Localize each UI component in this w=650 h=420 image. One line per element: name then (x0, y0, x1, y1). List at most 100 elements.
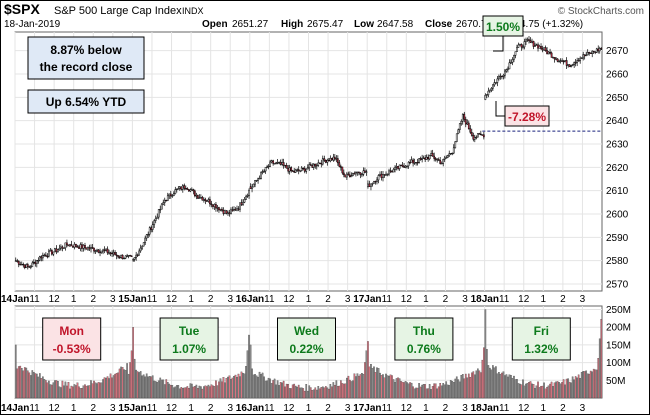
x-tick-label: 3 (345, 294, 351, 305)
candle-body (239, 202, 241, 210)
candle-body (124, 255, 127, 259)
volume-bar (99, 382, 101, 399)
volume-bar (478, 370, 481, 399)
candle-body (336, 158, 339, 164)
candle-body (333, 156, 336, 160)
candle-body (213, 204, 216, 207)
candle-body (367, 183, 369, 187)
volume-bar (367, 341, 369, 399)
volume-bar (525, 383, 527, 399)
volume-bar (430, 389, 432, 399)
candle-body (335, 158, 338, 160)
candle-body (517, 44, 520, 48)
candle-body (20, 263, 23, 266)
volume-bar (109, 373, 112, 399)
candle-body (412, 159, 414, 164)
candle-body (248, 189, 250, 196)
candle-body (288, 167, 291, 172)
gain-pointer (493, 36, 504, 52)
volume-bar (112, 375, 115, 399)
candle-body (583, 54, 586, 57)
volume-bar (335, 380, 338, 399)
volume-bar (355, 376, 357, 399)
candle-body (556, 58, 559, 62)
volume-bar (228, 375, 231, 399)
candle-body (528, 39, 530, 41)
candle-body (379, 173, 381, 176)
volume-bar (252, 374, 255, 399)
volume-bar (535, 385, 538, 399)
volume-bar (106, 376, 109, 399)
candle-body (117, 255, 119, 258)
volume-bar (57, 381, 59, 399)
volume-bar (553, 382, 556, 399)
candle-body (60, 246, 62, 249)
volume-bar (486, 349, 488, 399)
volume-bar (347, 375, 350, 399)
volume-bar (358, 375, 360, 399)
candle-body (409, 161, 411, 164)
candle-body (73, 243, 76, 248)
volume-bar (276, 380, 279, 399)
volume-bar (359, 374, 362, 399)
volume-bar (576, 377, 578, 399)
volume-bar (582, 371, 585, 399)
candle-body (457, 129, 460, 135)
candle-body (451, 152, 454, 155)
ytd-box (27, 89, 145, 114)
volume-bar (239, 376, 241, 399)
volume-bar (246, 350, 249, 399)
volume-bar (466, 377, 469, 399)
volume-bar (594, 369, 597, 399)
volume-bar (532, 384, 535, 399)
candle-body (567, 64, 569, 66)
candle-body (359, 172, 362, 175)
volume-bar (91, 383, 94, 399)
x-tick-label: 1 (423, 294, 429, 305)
volume-bar (189, 383, 192, 399)
candle-body (600, 48, 603, 50)
price-tick-label: 2600 (606, 210, 629, 221)
price-tick-label: 2620 (606, 163, 629, 174)
candle-body (252, 183, 255, 188)
volume-bar (534, 388, 536, 399)
x-tick-label: 12 (401, 294, 413, 305)
volume-bar (400, 381, 402, 399)
x-tick-label: 2 (90, 403, 96, 414)
day-change: 0.22% (289, 342, 323, 356)
price-tick-label: 2670 (606, 46, 629, 57)
volume-bar (549, 383, 551, 399)
volume-bar (467, 373, 470, 399)
candle-body (227, 212, 229, 214)
candle-body (558, 60, 560, 63)
candle-body (576, 60, 579, 63)
candle-body (534, 45, 536, 47)
price-tick-label: 2630 (606, 140, 629, 151)
candle-body (403, 166, 405, 168)
volume-bar (591, 371, 594, 399)
volume-bar (502, 371, 505, 399)
volume-bar (404, 381, 407, 399)
day-box (42, 317, 102, 361)
candle-body (37, 259, 40, 262)
volume-bar (556, 381, 559, 399)
candle-body (34, 261, 37, 265)
candle-body (364, 170, 366, 173)
candle-body (25, 264, 28, 268)
volume-bar (178, 388, 181, 399)
candle-body (579, 57, 582, 61)
price-axis: 2570 2580 2590 2600 2610 2620 2630 2640 2650 2660… (606, 46, 629, 290)
volume-bar (382, 374, 384, 399)
volume-bar (120, 366, 122, 399)
volume-bar (373, 366, 375, 399)
candle-body (186, 188, 189, 190)
candle-body (410, 159, 413, 163)
volume-bar (455, 376, 458, 399)
x-tick-label: 1 (306, 294, 312, 305)
candle-body (284, 165, 287, 167)
volume-bar (261, 372, 264, 399)
candle-body (28, 266, 31, 268)
volume-bar (114, 373, 116, 399)
candles (14, 36, 603, 270)
volume-bar (210, 384, 213, 399)
